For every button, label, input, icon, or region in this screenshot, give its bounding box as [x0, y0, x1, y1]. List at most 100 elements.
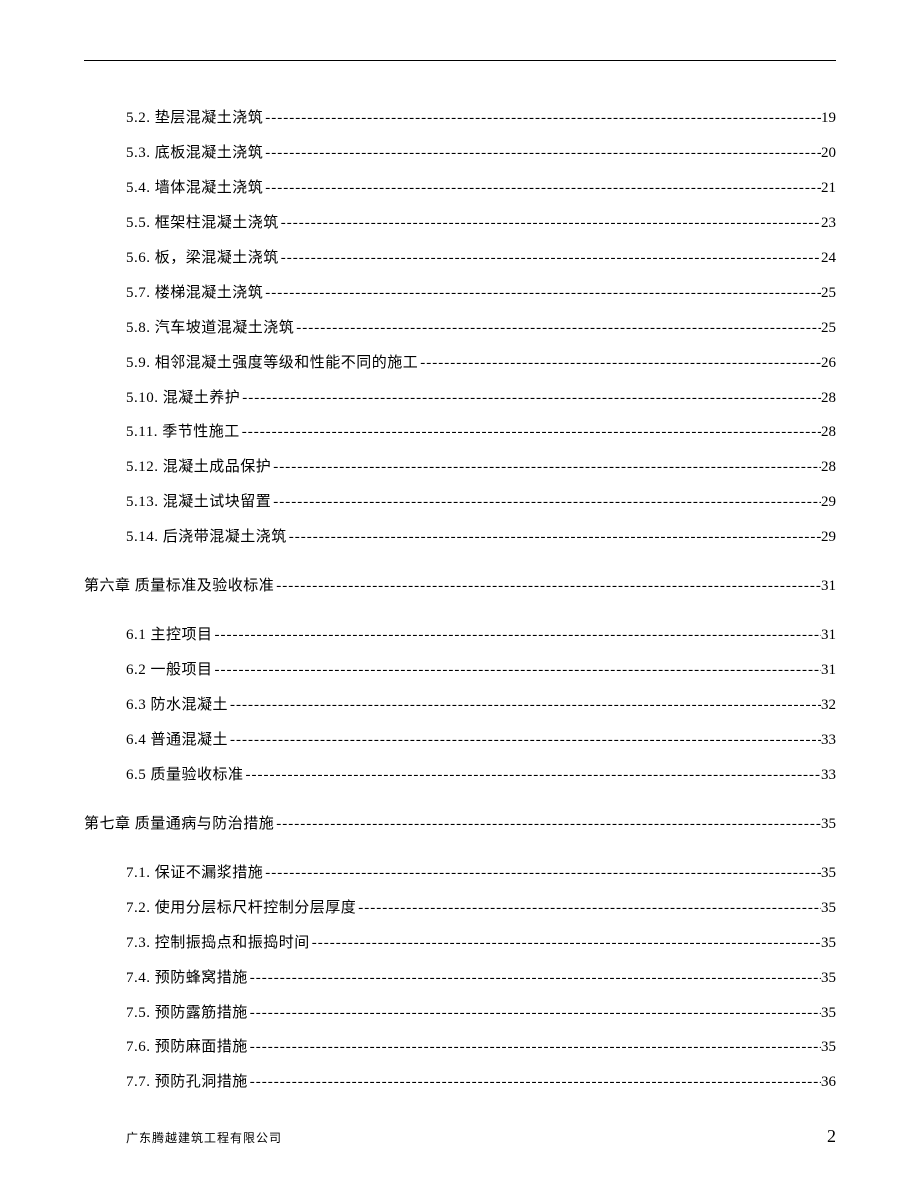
toc-entry: 5.10. 混凝土养护 28 [84, 381, 836, 416]
toc-leader [240, 415, 821, 450]
toc-leader [248, 1065, 821, 1100]
toc-leader [263, 171, 821, 206]
toc-entry: 7.4. 预防蜂窝措施 35 [84, 961, 836, 996]
toc-leader [287, 520, 821, 555]
toc-entry-page: 29 [821, 520, 836, 555]
toc-entry: 第七章 质量通病与防治措施 35 [84, 807, 836, 842]
toc-leader [279, 206, 821, 241]
toc-leader [271, 450, 821, 485]
toc-entry: 7.2. 使用分层标尺杆控制分层厚度 35 [84, 891, 836, 926]
toc-entry-page: 33 [821, 758, 836, 793]
toc-entry-label: 5.3. 底板混凝土浇筑 [126, 136, 263, 171]
toc-entry-label: 5.2. 垫层混凝土浇筑 [126, 101, 263, 136]
toc-entry-label: 6.5 质量验收标准 [126, 758, 244, 793]
toc-entry-label: 7.2. 使用分层标尺杆控制分层厚度 [126, 891, 356, 926]
toc-leader [263, 101, 821, 136]
toc-entry-page: 35 [821, 996, 836, 1031]
toc-leader [418, 346, 821, 381]
toc-entry-page: 25 [821, 311, 836, 346]
toc-entry-page: 31 [821, 569, 836, 604]
toc-entry: 7.3. 控制振捣点和振捣时间 35 [84, 926, 836, 961]
toc-entry-label: 5.14. 后浇带混凝土浇筑 [126, 520, 287, 555]
toc-entry-label: 5.7. 楼梯混凝土浇筑 [126, 276, 263, 311]
toc-entry: 5.6. 板，梁混凝土浇筑 24 [84, 241, 836, 276]
page-footer: 广东腾越建筑工程有限公司 2 [84, 1126, 836, 1147]
toc-leader [248, 996, 821, 1031]
toc-entry-label: 7.1. 保证不漏浆措施 [126, 856, 263, 891]
toc-entry-page: 19 [821, 101, 836, 136]
toc-leader [244, 758, 821, 793]
toc-entry: 5.11. 季节性施工 28 [84, 415, 836, 450]
header-rule [84, 60, 836, 61]
toc-entry-page: 36 [821, 1065, 836, 1100]
toc-entry-page: 21 [821, 171, 836, 206]
toc-entry: 6.1 主控项目 31 [84, 618, 836, 653]
toc-entry-page: 28 [821, 450, 836, 485]
toc-entry: 5.14. 后浇带混凝土浇筑 29 [84, 520, 836, 555]
toc-leader [274, 807, 821, 842]
toc-leader [228, 723, 821, 758]
toc-entry-page: 26 [821, 346, 836, 381]
toc-entry-label: 7.6. 预防麻面措施 [126, 1030, 248, 1065]
toc-leader [248, 961, 821, 996]
toc-entry-label: 5.5. 框架柱混凝土浇筑 [126, 206, 279, 241]
toc-entry-page: 24 [821, 241, 836, 276]
toc-entry: 7.7. 预防孔洞措施 36 [84, 1065, 836, 1100]
toc-entry: 7.6. 预防麻面措施 35 [84, 1030, 836, 1065]
toc-entry-label: 6.3 防水混凝土 [126, 688, 228, 723]
toc-entry: 6.3 防水混凝土 32 [84, 688, 836, 723]
toc-entry-label: 7.3. 控制振捣点和振捣时间 [126, 926, 310, 961]
toc-entry: 6.5 质量验收标准 33 [84, 758, 836, 793]
toc-leader [263, 136, 821, 171]
toc-leader [356, 891, 821, 926]
toc-entry: 5.2. 垫层混凝土浇筑 19 [84, 101, 836, 136]
toc-entry-page: 35 [821, 891, 836, 926]
toc-entry-label: 5.8. 汽车坡道混凝土浇筑 [126, 311, 294, 346]
toc-entry-page: 35 [821, 807, 836, 842]
toc-leader [263, 856, 821, 891]
toc-entry-page: 28 [821, 381, 836, 416]
toc-entry-label: 5.10. 混凝土养护 [126, 381, 240, 416]
toc-entry: 5.7. 楼梯混凝土浇筑 25 [84, 276, 836, 311]
page: 5.2. 垫层混凝土浇筑 195.3. 底板混凝土浇筑 205.4. 墙体混凝土… [0, 0, 920, 1191]
toc-leader [294, 311, 821, 346]
toc-entry-page: 35 [821, 961, 836, 996]
toc-leader [248, 1030, 821, 1065]
toc-entry-label: 5.13. 混凝土试块留置 [126, 485, 271, 520]
toc-entry-label: 6.1 主控项目 [126, 618, 213, 653]
toc-entry-page: 23 [821, 206, 836, 241]
toc-entry-label: 7.5. 预防露筋措施 [126, 996, 248, 1031]
toc-leader [310, 926, 821, 961]
toc-entry: 第六章 质量标准及验收标准 31 [84, 569, 836, 604]
toc-leader [263, 276, 821, 311]
table-of-contents: 5.2. 垫层混凝土浇筑 195.3. 底板混凝土浇筑 205.4. 墙体混凝土… [84, 101, 836, 1100]
toc-entry: 5.9. 相邻混凝土强度等级和性能不同的施工 26 [84, 346, 836, 381]
toc-entry: 7.5. 预防露筋措施 35 [84, 996, 836, 1031]
footer-page-number: 2 [827, 1126, 836, 1147]
toc-leader [274, 569, 821, 604]
toc-entry-page: 35 [821, 856, 836, 891]
toc-entry-page: 25 [821, 276, 836, 311]
footer-company: 广东腾越建筑工程有限公司 [84, 1129, 282, 1146]
toc-entry: 7.1. 保证不漏浆措施 35 [84, 856, 836, 891]
toc-entry: 5.13. 混凝土试块留置 29 [84, 485, 836, 520]
toc-leader [228, 688, 821, 723]
toc-entry-page: 20 [821, 136, 836, 171]
toc-entry-label: 5.9. 相邻混凝土强度等级和性能不同的施工 [126, 346, 418, 381]
toc-entry-label: 5.6. 板，梁混凝土浇筑 [126, 241, 279, 276]
toc-entry-label: 6.2 一般项目 [126, 653, 213, 688]
toc-entry-page: 35 [821, 926, 836, 961]
toc-entry: 5.3. 底板混凝土浇筑 20 [84, 136, 836, 171]
toc-leader [213, 653, 821, 688]
toc-entry-page: 35 [821, 1030, 836, 1065]
toc-entry: 6.4 普通混凝土 33 [84, 723, 836, 758]
toc-leader [271, 485, 821, 520]
toc-entry-label: 第七章 质量通病与防治措施 [84, 807, 274, 842]
toc-entry-label: 5.11. 季节性施工 [126, 415, 240, 450]
toc-entry-label: 5.12. 混凝土成品保护 [126, 450, 271, 485]
toc-leader [279, 241, 821, 276]
toc-entry: 5.5. 框架柱混凝土浇筑 23 [84, 206, 836, 241]
toc-entry-label: 第六章 质量标准及验收标准 [84, 569, 274, 604]
toc-entry-page: 29 [821, 485, 836, 520]
toc-leader [240, 381, 821, 416]
